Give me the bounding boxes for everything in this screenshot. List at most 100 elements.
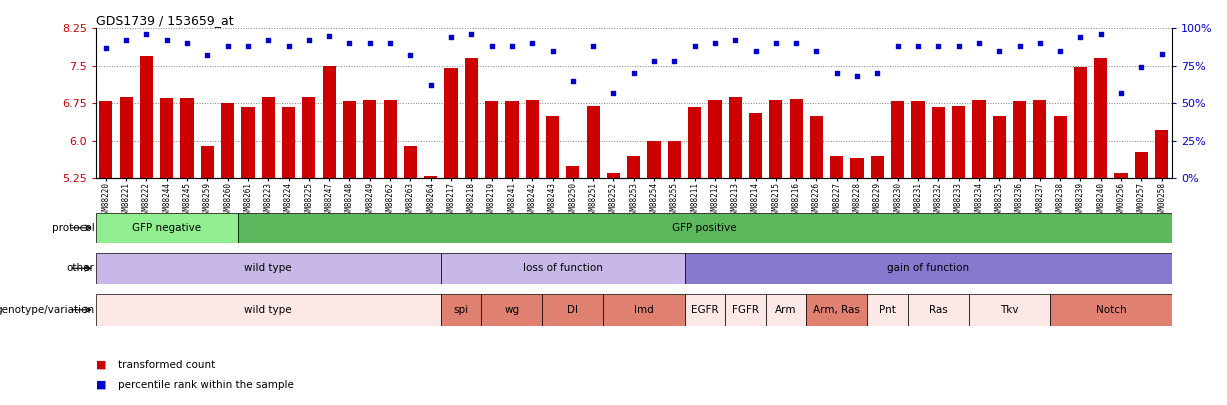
Bar — [891, 101, 904, 405]
Point — [218, 43, 238, 49]
Point — [725, 37, 745, 44]
Bar — [766, 294, 806, 326]
Point — [421, 82, 440, 89]
Bar — [201, 146, 213, 405]
Bar — [506, 101, 519, 405]
Bar — [96, 213, 238, 243]
Point — [623, 70, 643, 77]
Bar — [587, 106, 600, 405]
Bar — [908, 294, 969, 326]
Point — [1152, 51, 1172, 57]
Text: spi: spi — [454, 305, 469, 315]
Bar — [769, 100, 783, 405]
Point — [583, 43, 602, 49]
Point — [442, 34, 461, 40]
Point — [1071, 34, 1091, 40]
Bar — [238, 213, 1172, 243]
Bar — [465, 58, 479, 405]
Bar — [748, 113, 762, 405]
Point — [157, 37, 177, 44]
Text: EGFR: EGFR — [691, 305, 719, 315]
Bar — [119, 97, 133, 405]
Bar — [546, 116, 560, 405]
Text: Arm, Ras: Arm, Ras — [814, 305, 860, 315]
Bar — [667, 141, 681, 405]
Bar — [481, 294, 542, 326]
Point — [1010, 43, 1029, 49]
Bar — [99, 101, 113, 405]
Bar — [282, 107, 296, 405]
Point — [198, 52, 217, 59]
Point — [787, 40, 806, 47]
Text: genotype/variation: genotype/variation — [0, 305, 94, 315]
Bar — [1033, 100, 1047, 405]
Bar — [96, 253, 440, 284]
Point — [706, 40, 725, 47]
Point — [523, 40, 542, 47]
Bar — [607, 173, 620, 405]
Bar — [302, 97, 315, 405]
Point — [888, 43, 908, 49]
Point — [502, 43, 521, 49]
Bar — [604, 294, 685, 326]
Point — [238, 43, 258, 49]
Bar — [566, 166, 579, 405]
Point — [319, 32, 339, 39]
Bar — [1155, 130, 1168, 405]
Bar — [1054, 116, 1066, 405]
Point — [380, 40, 400, 47]
Bar — [806, 294, 867, 326]
Bar — [221, 103, 234, 405]
Bar — [440, 294, 481, 326]
Point — [482, 43, 502, 49]
Bar — [542, 294, 604, 326]
Bar — [261, 97, 275, 405]
Bar — [180, 98, 194, 405]
Point — [848, 73, 867, 79]
Bar — [404, 146, 417, 405]
Point — [1112, 90, 1131, 96]
Bar — [1050, 294, 1172, 326]
Bar — [363, 100, 377, 405]
Bar — [685, 294, 725, 326]
Bar — [1094, 58, 1107, 405]
Point — [827, 70, 847, 77]
Text: gain of function: gain of function — [887, 263, 969, 273]
Text: percentile rank within the sample: percentile rank within the sample — [118, 380, 293, 390]
Point — [360, 40, 379, 47]
Bar — [342, 101, 356, 405]
Bar — [708, 100, 721, 405]
Bar — [242, 107, 254, 405]
Bar — [525, 100, 539, 405]
Bar — [384, 100, 396, 405]
Bar — [1135, 152, 1148, 405]
Point — [908, 43, 928, 49]
Bar — [140, 56, 153, 405]
Text: wild type: wild type — [244, 263, 292, 273]
Point — [563, 77, 583, 84]
Point — [542, 47, 562, 54]
Bar — [831, 156, 843, 405]
Point — [644, 58, 664, 64]
Text: ■: ■ — [96, 380, 107, 390]
Text: GFP positive: GFP positive — [672, 223, 737, 233]
Text: Pnt: Pnt — [879, 305, 896, 315]
Text: wild type: wild type — [244, 305, 292, 315]
Point — [1050, 47, 1070, 54]
Point — [279, 43, 298, 49]
Bar — [161, 98, 173, 405]
Point — [665, 58, 685, 64]
Bar — [871, 156, 883, 405]
Point — [400, 52, 420, 59]
Text: protocol: protocol — [52, 223, 94, 233]
Point — [1091, 31, 1110, 38]
Point — [806, 47, 826, 54]
Text: ■: ■ — [96, 360, 107, 369]
Point — [1131, 64, 1151, 70]
Bar — [440, 253, 685, 284]
Point — [766, 40, 785, 47]
Point — [117, 37, 136, 44]
Point — [259, 37, 279, 44]
Point — [461, 31, 481, 38]
Bar — [969, 294, 1050, 326]
